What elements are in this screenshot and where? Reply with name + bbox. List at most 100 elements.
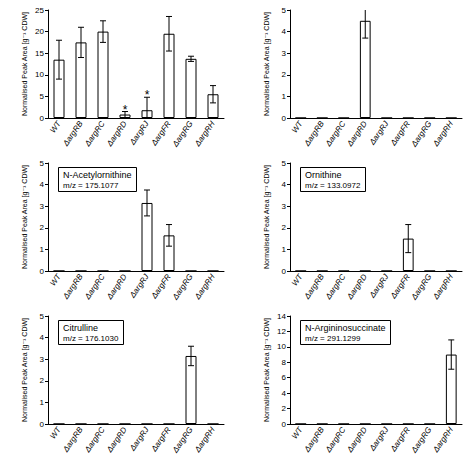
svg-text:ΔargRH: ΔargRH xyxy=(192,272,216,301)
svg-text:5: 5 xyxy=(282,6,287,15)
svg-text:ΔargRJ: ΔargRJ xyxy=(367,119,391,148)
svg-text:1: 1 xyxy=(40,398,45,407)
svg-text:m/z = 175.1077: m/z = 175.1077 xyxy=(63,181,119,190)
svg-text:15: 15 xyxy=(35,49,44,58)
svg-text:ΔargRG: ΔargRG xyxy=(170,425,195,455)
svg-text:Normalised Peak Area [g⁻¹ CDW]: Normalised Peak Area [g⁻¹ CDW] xyxy=(263,12,271,116)
svg-text:*: * xyxy=(123,103,128,117)
svg-text:WT: WT xyxy=(48,272,63,288)
svg-text:ΔargFR: ΔargFR xyxy=(149,425,173,454)
svg-text:10: 10 xyxy=(35,70,44,79)
svg-text:ΔargRC: ΔargRC xyxy=(82,272,106,301)
svg-text:4: 4 xyxy=(282,27,287,36)
svg-text:ΔargRH: ΔargRH xyxy=(431,272,455,301)
svg-text:5: 5 xyxy=(40,159,45,168)
svg-text:N-Acetylornithine: N-Acetylornithine xyxy=(63,170,132,180)
svg-text:20: 20 xyxy=(35,27,44,36)
svg-text:WT: WT xyxy=(290,119,305,135)
svg-text:0: 0 xyxy=(40,420,45,429)
svg-text:N-Argininosuccinate: N-Argininosuccinate xyxy=(305,323,386,333)
svg-text:Citrulline: Citrulline xyxy=(63,323,98,333)
svg-text:3: 3 xyxy=(40,202,45,211)
svg-text:2: 2 xyxy=(282,223,287,232)
svg-text:ΔargRD: ΔargRD xyxy=(345,272,369,301)
svg-text:14: 14 xyxy=(277,312,286,321)
svg-text:ΔargRB: ΔargRB xyxy=(302,272,326,301)
svg-text:1: 1 xyxy=(282,245,287,254)
svg-text:ΔargRG: ΔargRG xyxy=(170,272,195,302)
svg-text:1: 1 xyxy=(282,92,287,101)
svg-text:4: 4 xyxy=(282,389,287,398)
svg-text:0: 0 xyxy=(40,267,45,276)
svg-text:5: 5 xyxy=(282,159,287,168)
svg-text:ΔargRC: ΔargRC xyxy=(82,425,106,454)
svg-text:5: 5 xyxy=(40,312,45,321)
svg-text:Normalised Peak Area [g⁻¹ CDW]: Normalised Peak Area [g⁻¹ CDW] xyxy=(21,318,29,422)
svg-text:ΔargRJ: ΔargRJ xyxy=(127,272,151,301)
svg-text:ΔargRJ: ΔargRJ xyxy=(367,272,391,301)
svg-text:Normalised Peak Area [g⁻¹ CDW]: Normalised Peak Area [g⁻¹ CDW] xyxy=(21,165,29,269)
svg-text:5: 5 xyxy=(40,92,45,101)
svg-text:Ornithine: Ornithine xyxy=(305,170,342,180)
svg-text:ΔargRD: ΔargRD xyxy=(104,425,128,454)
svg-text:ΔargRG: ΔargRG xyxy=(409,272,434,302)
svg-text:12: 12 xyxy=(277,327,286,336)
svg-text:ΔargRD: ΔargRD xyxy=(345,119,369,148)
svg-text:ΔargRC: ΔargRC xyxy=(323,272,347,301)
svg-text:10: 10 xyxy=(277,342,286,351)
svg-text:ΔargRB: ΔargRB xyxy=(61,119,85,148)
svg-text:WT: WT xyxy=(48,119,63,135)
svg-text:ΔargRB: ΔargRB xyxy=(61,425,85,454)
svg-text:ΔargRG: ΔargRG xyxy=(170,119,195,149)
svg-text:0: 0 xyxy=(282,267,287,276)
svg-text:3: 3 xyxy=(40,355,45,364)
svg-text:ΔargFR: ΔargFR xyxy=(388,119,412,148)
svg-text:2: 2 xyxy=(40,376,45,385)
svg-text:ΔargRH: ΔargRH xyxy=(431,425,455,454)
svg-text:Normalised Peak Area [g⁻¹ CDW]: Normalised Peak Area [g⁻¹ CDW] xyxy=(263,318,271,422)
svg-text:WT: WT xyxy=(290,272,305,288)
svg-text:6: 6 xyxy=(282,373,287,382)
svg-text:1: 1 xyxy=(40,245,45,254)
svg-text:ΔargRD: ΔargRD xyxy=(104,119,128,148)
svg-text:WT: WT xyxy=(48,425,63,441)
svg-text:ΔargRJ: ΔargRJ xyxy=(127,119,151,148)
svg-text:4: 4 xyxy=(40,333,45,342)
svg-text:ΔargRD: ΔargRD xyxy=(345,425,369,454)
svg-text:ΔargFR: ΔargFR xyxy=(388,272,412,301)
svg-text:ΔargRG: ΔargRG xyxy=(409,119,434,149)
svg-text:ΔargRC: ΔargRC xyxy=(323,119,347,148)
svg-text:ΔargFR: ΔargFR xyxy=(388,425,412,454)
svg-text:2: 2 xyxy=(40,223,45,232)
svg-text:ΔargRC: ΔargRC xyxy=(82,119,106,148)
svg-text:4: 4 xyxy=(282,180,287,189)
svg-text:2: 2 xyxy=(282,70,287,79)
svg-text:*: * xyxy=(145,88,150,102)
svg-text:WT: WT xyxy=(290,425,305,441)
svg-text:Normalised Peak Area [g⁻¹ CDW]: Normalised Peak Area [g⁻¹ CDW] xyxy=(263,165,271,269)
svg-text:0: 0 xyxy=(282,420,287,429)
svg-text:ΔargRJ: ΔargRJ xyxy=(127,425,151,454)
svg-text:m/z = 291.1299: m/z = 291.1299 xyxy=(305,334,361,343)
svg-text:ΔargRC: ΔargRC xyxy=(323,425,347,454)
svg-text:m/z = 176.1030: m/z = 176.1030 xyxy=(63,334,119,343)
svg-text:ΔargRB: ΔargRB xyxy=(302,119,326,148)
svg-text:Normalised Peak Area [g⁻¹ CDW]: Normalised Peak Area [g⁻¹ CDW] xyxy=(21,12,29,116)
svg-text:ΔargRH: ΔargRH xyxy=(192,425,216,454)
svg-text:ΔargFR: ΔargFR xyxy=(149,119,173,148)
svg-text:3: 3 xyxy=(282,202,287,211)
svg-text:8: 8 xyxy=(282,358,287,367)
svg-text:ΔargRD: ΔargRD xyxy=(104,272,128,301)
svg-text:0: 0 xyxy=(282,114,287,123)
svg-text:25: 25 xyxy=(35,6,44,15)
svg-text:0: 0 xyxy=(40,114,45,123)
svg-text:ΔargRH: ΔargRH xyxy=(431,119,455,148)
svg-text:ΔargFR: ΔargFR xyxy=(149,272,173,301)
svg-text:ΔargRH: ΔargRH xyxy=(192,119,216,148)
svg-text:ΔargRJ: ΔargRJ xyxy=(367,425,391,454)
svg-text:ΔargRG: ΔargRG xyxy=(409,425,434,455)
svg-text:4: 4 xyxy=(40,180,45,189)
svg-text:2: 2 xyxy=(282,404,287,413)
svg-text:ΔargRB: ΔargRB xyxy=(302,425,326,454)
svg-text:ΔargRB: ΔargRB xyxy=(61,272,85,301)
